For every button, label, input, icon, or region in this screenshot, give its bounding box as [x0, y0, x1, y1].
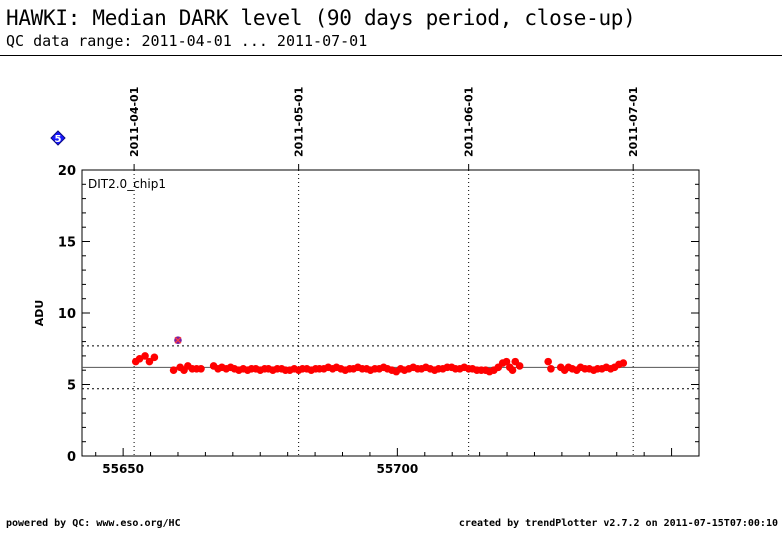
data-point	[547, 364, 555, 373]
y-axis-label: ADU	[33, 300, 46, 327]
panel-label: DIT2.0_chip1	[88, 177, 166, 191]
data-point	[169, 366, 178, 375]
data-point	[502, 357, 511, 366]
data-point	[150, 353, 159, 362]
y-tick-label: 0	[67, 450, 76, 465]
data-point	[515, 362, 524, 370]
x-axis: 55650 55700	[95, 448, 700, 476]
footer-generator: created by trendPlotter v2.7.2 on 2011-0…	[458, 518, 778, 529]
plot-frame	[81, 169, 700, 457]
date-tick-label: 2011-07-01	[627, 87, 640, 157]
y-tick-label: 5	[67, 379, 76, 394]
y-axis: 0 5 10 15 20	[58, 164, 699, 465]
y-tick-label: 20	[58, 164, 76, 179]
date-tick-label: 2011-05-01	[293, 87, 306, 157]
data-point	[197, 364, 205, 373]
chart-subtitle: QC data range: 2011-04-01 ... 2011-07-01	[6, 32, 368, 50]
badge-icon: 5	[50, 130, 66, 146]
badge-label: 5	[55, 134, 62, 145]
chart-title: HAWKI: Median DARK level (90 days period…	[6, 6, 636, 30]
date-tick-label: 2011-04-01	[128, 87, 141, 157]
y-tick-label: 15	[58, 236, 76, 251]
guide-lines	[82, 170, 699, 456]
outlier-marker	[174, 336, 182, 344]
data-point	[619, 359, 628, 367]
footer-credit: powered by QC: www.eso.org/HC	[6, 518, 181, 529]
data-point	[508, 366, 517, 375]
data-points	[131, 336, 628, 376]
top-date-axis: 2011-04-01 2011-05-01 2011-06-01 2011-07-01	[128, 87, 640, 170]
x-tick-label: 55700	[376, 462, 418, 476]
data-point	[141, 352, 149, 360]
date-tick-label: 2011-06-01	[463, 87, 476, 157]
x-tick-label: 55650	[102, 462, 144, 476]
data-point	[544, 357, 552, 366]
header-divider	[0, 55, 782, 56]
data-point	[145, 357, 154, 366]
y-tick-label: 10	[58, 307, 76, 322]
